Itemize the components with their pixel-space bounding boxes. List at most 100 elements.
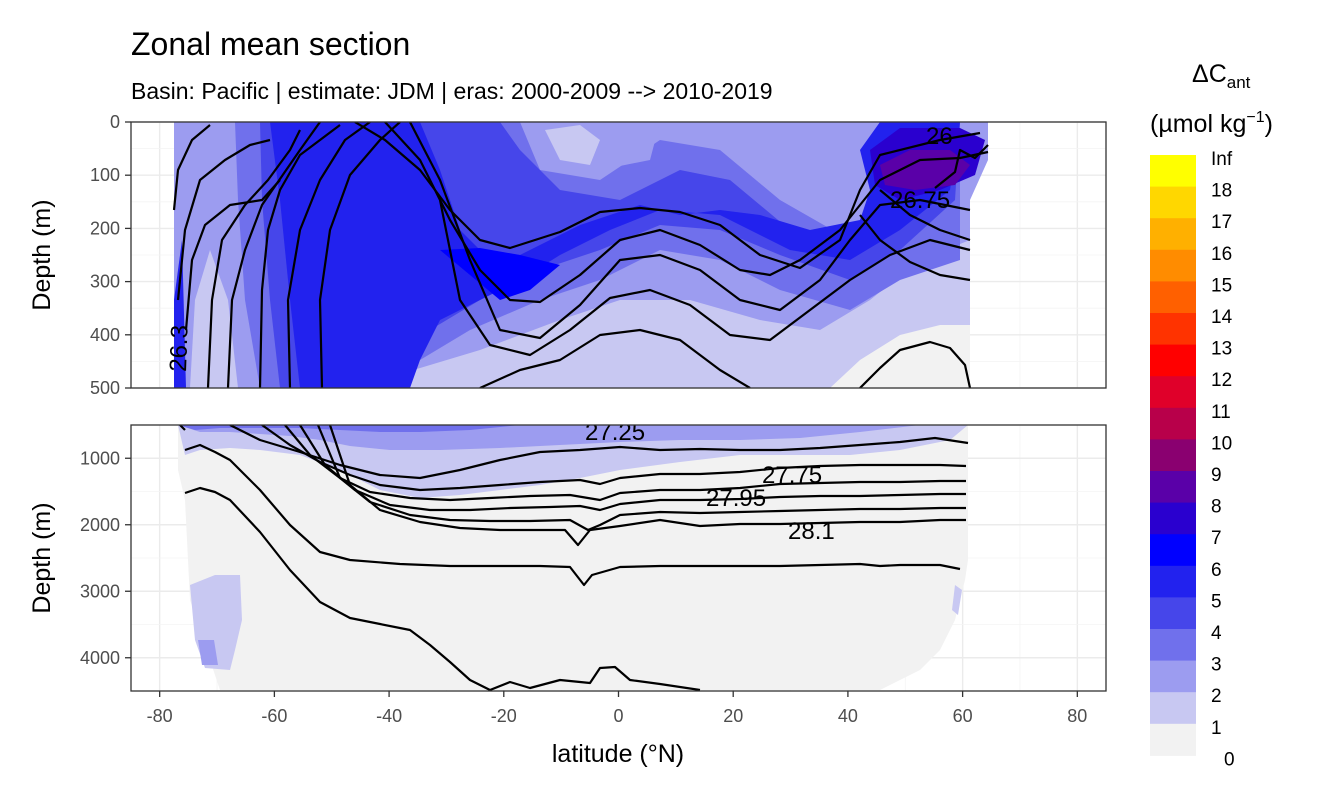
legend-level-label: 14 bbox=[1211, 307, 1233, 328]
legend-units: (µmol kg−1) bbox=[1150, 109, 1273, 138]
legend-level-label: Inf bbox=[1211, 149, 1233, 170]
y-axis-title-lower: Depth (m) bbox=[28, 502, 56, 613]
contour-label-27-95: 27.95 bbox=[706, 485, 766, 512]
legend-level-label: 10 bbox=[1211, 433, 1232, 454]
lower-axis-ticks: 1000 2000 3000 4000 bbox=[80, 448, 131, 668]
contour-bot-7 bbox=[184, 443, 961, 587]
x-tick-label: 20 bbox=[723, 706, 743, 726]
legend-level-label: 3 bbox=[1211, 655, 1222, 676]
contour-top-5 bbox=[226, 122, 321, 388]
x-axis: -80 -60 -40 -20 0 20 40 60 80 bbox=[147, 691, 1087, 726]
contour-top-main-6 bbox=[859, 340, 972, 388]
legend-level-label: 0 bbox=[1224, 749, 1235, 770]
contour-top-main-5 bbox=[479, 328, 751, 388]
contour-bot-top-left bbox=[179, 425, 186, 431]
x-tick-label: 0 bbox=[613, 706, 623, 726]
contour-label-26: 26 bbox=[926, 123, 953, 150]
contour-bot-1 bbox=[229, 425, 969, 480]
legend-level-label: 18 bbox=[1211, 181, 1232, 202]
fill-top-south-c1 bbox=[190, 250, 238, 388]
legend-swatch bbox=[1150, 629, 1196, 662]
legend-swatch bbox=[1150, 344, 1196, 377]
upper-panel: 26 26.75 26.3 0 100 200 300 400 500 Depth (m) bbox=[28, 112, 1107, 398]
contour-bot-2 bbox=[261, 425, 967, 492]
y-tick-label: 3000 bbox=[80, 581, 120, 601]
x-tick-label: 40 bbox=[838, 706, 858, 726]
x-tick-label: -20 bbox=[491, 706, 517, 726]
contour-label-28-1: 28.1 bbox=[788, 518, 835, 545]
contour-top-1 bbox=[172, 124, 211, 211]
legend-swatch bbox=[1150, 723, 1196, 756]
contour-top-7 bbox=[286, 122, 371, 388]
legend-swatch bbox=[1150, 502, 1196, 535]
fill-top-south-wall bbox=[174, 240, 186, 388]
contour-top-2 bbox=[176, 138, 271, 301]
y-tick-label: 200 bbox=[90, 218, 120, 238]
contour-top-6 bbox=[258, 124, 341, 388]
y-tick-label: 0 bbox=[110, 112, 120, 132]
fill-bot-c2 bbox=[178, 425, 920, 450]
legend-swatch bbox=[1150, 534, 1196, 567]
contour-top-main-4 bbox=[438, 199, 971, 357]
lower-filled-contours: 27.25 27.75 27.95 28.1 bbox=[178, 419, 969, 691]
legend-level-label: 7 bbox=[1211, 528, 1222, 549]
legend-swatch bbox=[1150, 407, 1196, 440]
legend-level-label: 12 bbox=[1211, 370, 1232, 391]
contour-top-8 bbox=[318, 122, 401, 388]
legend-units-post: ) bbox=[1265, 110, 1273, 138]
contour-label-26-75: 26.75 bbox=[890, 187, 950, 214]
y-tick-label: 100 bbox=[90, 165, 120, 185]
legend-level-label: 9 bbox=[1211, 465, 1222, 486]
fill-top-gap-c1 bbox=[545, 125, 600, 165]
contour-bot-4 bbox=[299, 425, 966, 512]
contour-bot-5 bbox=[316, 425, 966, 532]
legend-swatch bbox=[1150, 376, 1196, 409]
y-tick-label: 500 bbox=[90, 378, 120, 398]
y-tick-label: 300 bbox=[90, 272, 120, 292]
legend-swatch bbox=[1150, 155, 1196, 188]
legend-swatch bbox=[1150, 186, 1196, 219]
legend-level-label: 6 bbox=[1211, 560, 1222, 581]
legend-swatch bbox=[1150, 597, 1196, 630]
y-tick-label: 4000 bbox=[80, 648, 120, 668]
upper-axis-ticks: 0 100 200 300 400 500 bbox=[90, 112, 131, 398]
contour-top-4 bbox=[206, 129, 301, 388]
chart-subtitle: Basin: Pacific | estimate: JDM | eras: 2… bbox=[131, 78, 773, 104]
legend-level-label: 16 bbox=[1211, 244, 1232, 265]
fill-top-c8 bbox=[880, 150, 970, 190]
legend-swatch bbox=[1150, 281, 1196, 314]
legend-swatch bbox=[1150, 249, 1196, 282]
legend-title-main: ΔC bbox=[1192, 60, 1227, 88]
x-tick-label: 80 bbox=[1067, 706, 1087, 726]
contour-top-3 bbox=[184, 179, 281, 331]
legend-swatch bbox=[1150, 692, 1196, 725]
contour-bot-8 bbox=[184, 486, 701, 691]
contour-top-main-1 bbox=[354, 122, 981, 270]
legend-swatch bbox=[1150, 218, 1196, 251]
legend-title: ΔCant bbox=[1192, 60, 1251, 92]
legend-swatch bbox=[1150, 313, 1196, 346]
contour-label-27-75: 27.75 bbox=[762, 462, 822, 489]
legend-swatch bbox=[1150, 660, 1196, 693]
legend-level-label: 2 bbox=[1211, 686, 1222, 707]
legend-level-label: 11 bbox=[1211, 402, 1231, 423]
legend-level-label: 1 bbox=[1211, 718, 1222, 739]
contour-top-main-2 bbox=[384, 122, 989, 304]
x-tick-label: -40 bbox=[376, 706, 402, 726]
legend: ΔCant (µmol kg−1) Inf1817161514131211109… bbox=[1150, 60, 1273, 770]
contour-label-27-25: 27.25 bbox=[585, 419, 645, 446]
legend-swatch bbox=[1150, 439, 1196, 472]
fill-top-light-c0 bbox=[830, 325, 970, 388]
chart-title: Zonal mean section bbox=[131, 26, 410, 62]
upper-panel-border bbox=[130, 121, 1107, 389]
x-tick-label: -80 bbox=[147, 706, 173, 726]
legend-level-label: 5 bbox=[1211, 591, 1222, 612]
legend-title-sub: ant bbox=[1227, 73, 1251, 92]
contour-bot-3 bbox=[284, 425, 966, 502]
fill-bot-north-c1 bbox=[952, 585, 962, 615]
legend-level-label: 15 bbox=[1211, 275, 1232, 296]
y-axis-title-upper: Depth (m) bbox=[28, 199, 56, 310]
y-tick-label: 1000 bbox=[80, 448, 120, 468]
legend-units-pre: (µmol kg bbox=[1150, 110, 1246, 138]
